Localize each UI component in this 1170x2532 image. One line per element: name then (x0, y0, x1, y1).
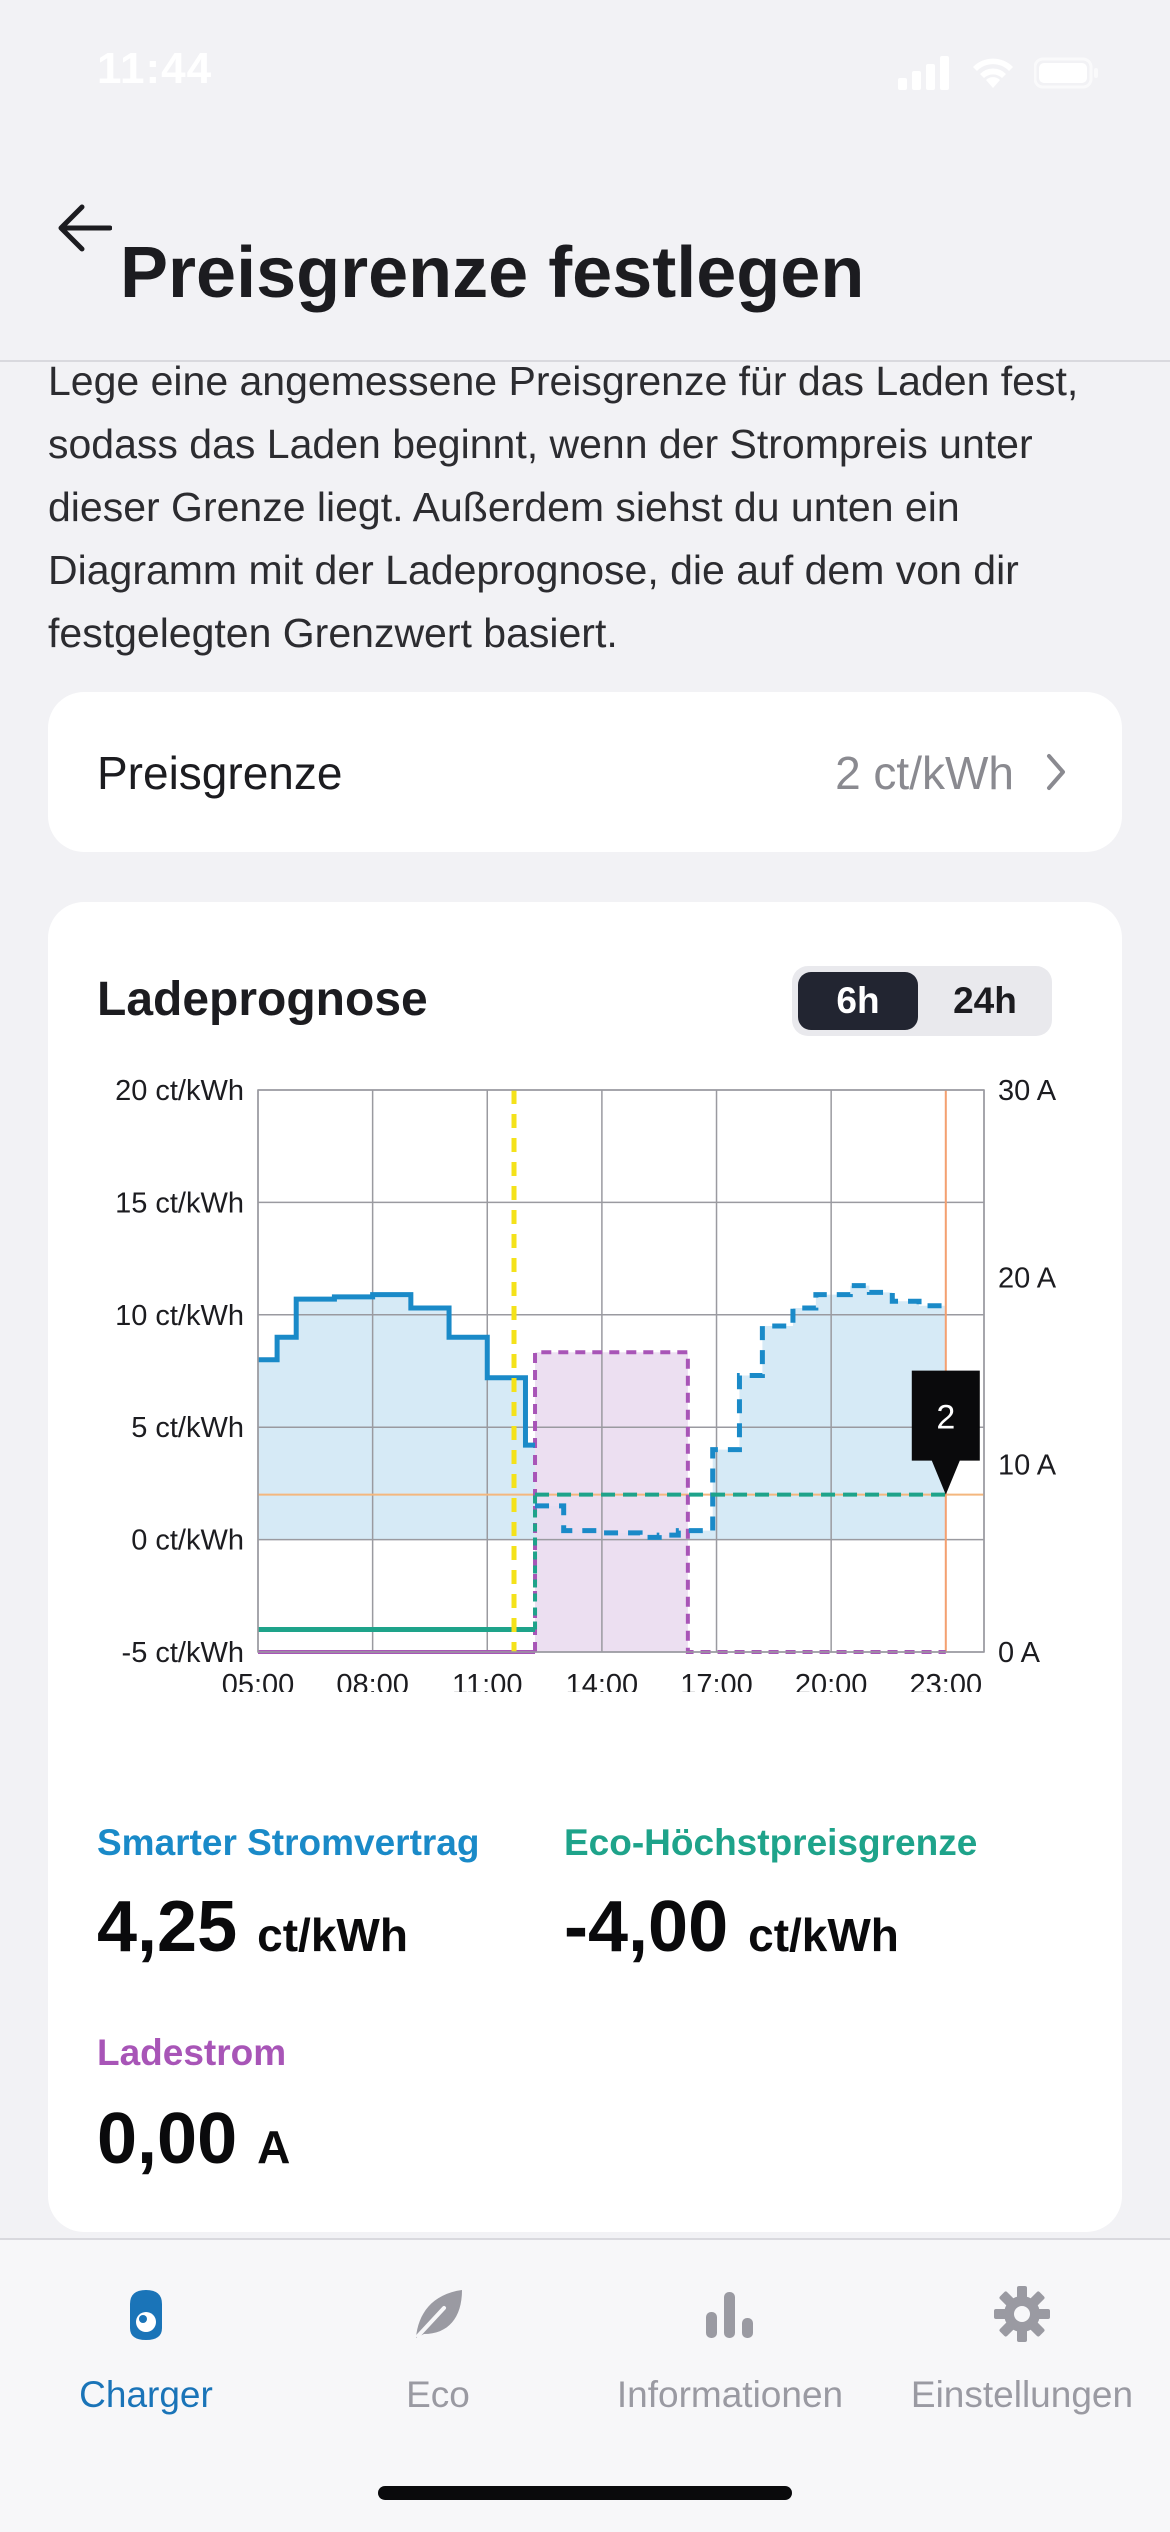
tab-eco[interactable]: Eco (292, 2240, 584, 2440)
metric-number-current: 0,00 (97, 2099, 238, 2179)
gear-icon (994, 2286, 1050, 2342)
wifi-icon (973, 58, 1013, 88)
metric-value-current: 0,00 A (97, 2098, 290, 2180)
status-bar: 11:44 (0, 0, 1170, 150)
plot-border (257, 1089, 985, 1653)
cursor-tooltip (911, 1370, 980, 1495)
price-forecast-line (535, 1283, 949, 1540)
metric-number-eco: -4,00 (564, 1887, 729, 1967)
metric-value-contract: 4,25 ct/kWh (97, 1886, 408, 1968)
battery-icon (1034, 57, 1098, 89)
metric-unit-current: A (257, 2121, 291, 2173)
tab-label-informationen: Informationen (616, 2374, 844, 2415)
price-limit-value: 2 ct/kWh (835, 747, 1014, 799)
home-indicator (378, 2486, 792, 2500)
metric-label-current: Ladestrom (97, 2032, 287, 2073)
leaf-icon (416, 2290, 462, 2338)
x-tick-label: 20:00 (795, 1669, 868, 1692)
charger-icon (130, 2290, 162, 2340)
range-24h-button[interactable]: 24h (953, 980, 1017, 1021)
y-right-tick-label: 20 A (998, 1262, 1057, 1294)
metric-label-eco: Eco-Höchstpreisgrenze (564, 1822, 978, 1863)
metric-unit-contract: ct/kWh (257, 1909, 408, 1961)
range-6h-button[interactable]: 6h (798, 972, 918, 1030)
status-time: 11:44 (97, 44, 213, 93)
forecast-chart[interactable]: 20 ct/kWh 15 ct/kWh 10 ct/kWh 5 ct/kWh 0 ct/… (48, 1052, 1122, 1692)
price-area (258, 1285, 946, 1540)
x-tick-label: 11:00 (452, 1669, 522, 1692)
price-limit-label: Preisgrenze (97, 747, 343, 799)
tab-bar: Charger Eco Informationen (0, 2238, 1170, 2532)
y-right-tick-label: 10 A (998, 1450, 1057, 1482)
chevron-right-icon (1047, 754, 1065, 790)
metric-value-eco: -4,00 ct/kWh (564, 1886, 899, 1968)
cursor-tooltip-label: 2 (936, 1399, 955, 1437)
price-actual-line (258, 1292, 536, 1448)
header: Preisgrenze festlegen (0, 150, 1170, 362)
metric-label-contract: Smarter Stromvertrag (97, 1822, 480, 1863)
arrow-left-icon (58, 204, 112, 252)
y-left-tick-label: 0 ct/kWh (131, 1525, 244, 1557)
x-tick-label: 05:00 (222, 1669, 295, 1692)
forecast-title: Ladeprognose (97, 973, 428, 1026)
tab-charger[interactable]: Charger (0, 2240, 292, 2440)
tab-label-eco: Eco (406, 2374, 470, 2415)
page-title: Preisgrenze festlegen (120, 233, 865, 313)
y-right-tick-label: 0 A (998, 1637, 1041, 1669)
x-tick-label: 08:00 (336, 1669, 409, 1692)
bar-chart-icon (706, 2292, 753, 2338)
y-left-tick-label: -5 ct/kWh (122, 1637, 244, 1669)
metric-unit-eco: ct/kWh (748, 1909, 899, 1961)
description-text: Lege eine angemessene Preisgrenze für da… (48, 358, 1079, 656)
forecast-card: Ladeprognose 6h 24h 20 ct/kWh 15 ct/kWh 10… (48, 902, 1122, 2232)
back-button[interactable] (52, 196, 116, 260)
y-right-tick-label: 30 A (998, 1075, 1057, 1107)
x-tick-label: 23:00 (910, 1669, 983, 1692)
status-icons (898, 56, 1100, 90)
charge-current-area (535, 1352, 688, 1652)
tab-label-charger: Charger (79, 2374, 213, 2415)
price-limit-row[interactable]: Preisgrenze 2 ct/kWh (48, 692, 1122, 852)
tab-einstellungen[interactable]: Einstellungen (876, 2240, 1168, 2440)
y-left-tick-label: 15 ct/kWh (115, 1187, 244, 1219)
y-left-tick-label: 10 ct/kWh (115, 1300, 244, 1332)
metric-number-contract: 4,25 (97, 1887, 238, 1967)
x-tick-label: 17:00 (680, 1669, 753, 1692)
x-tick-label: 14:00 (566, 1669, 639, 1692)
y-left-tick-label: 5 ct/kWh (131, 1412, 244, 1444)
tab-informationen[interactable]: Informationen (584, 2240, 876, 2440)
tab-label-einstellungen: Einstellungen (910, 2374, 1134, 2415)
signal-icon (898, 56, 949, 90)
range-segmented-control: 6h 24h (792, 966, 1052, 1036)
y-left-tick-label: 20 ct/kWh (115, 1075, 244, 1107)
